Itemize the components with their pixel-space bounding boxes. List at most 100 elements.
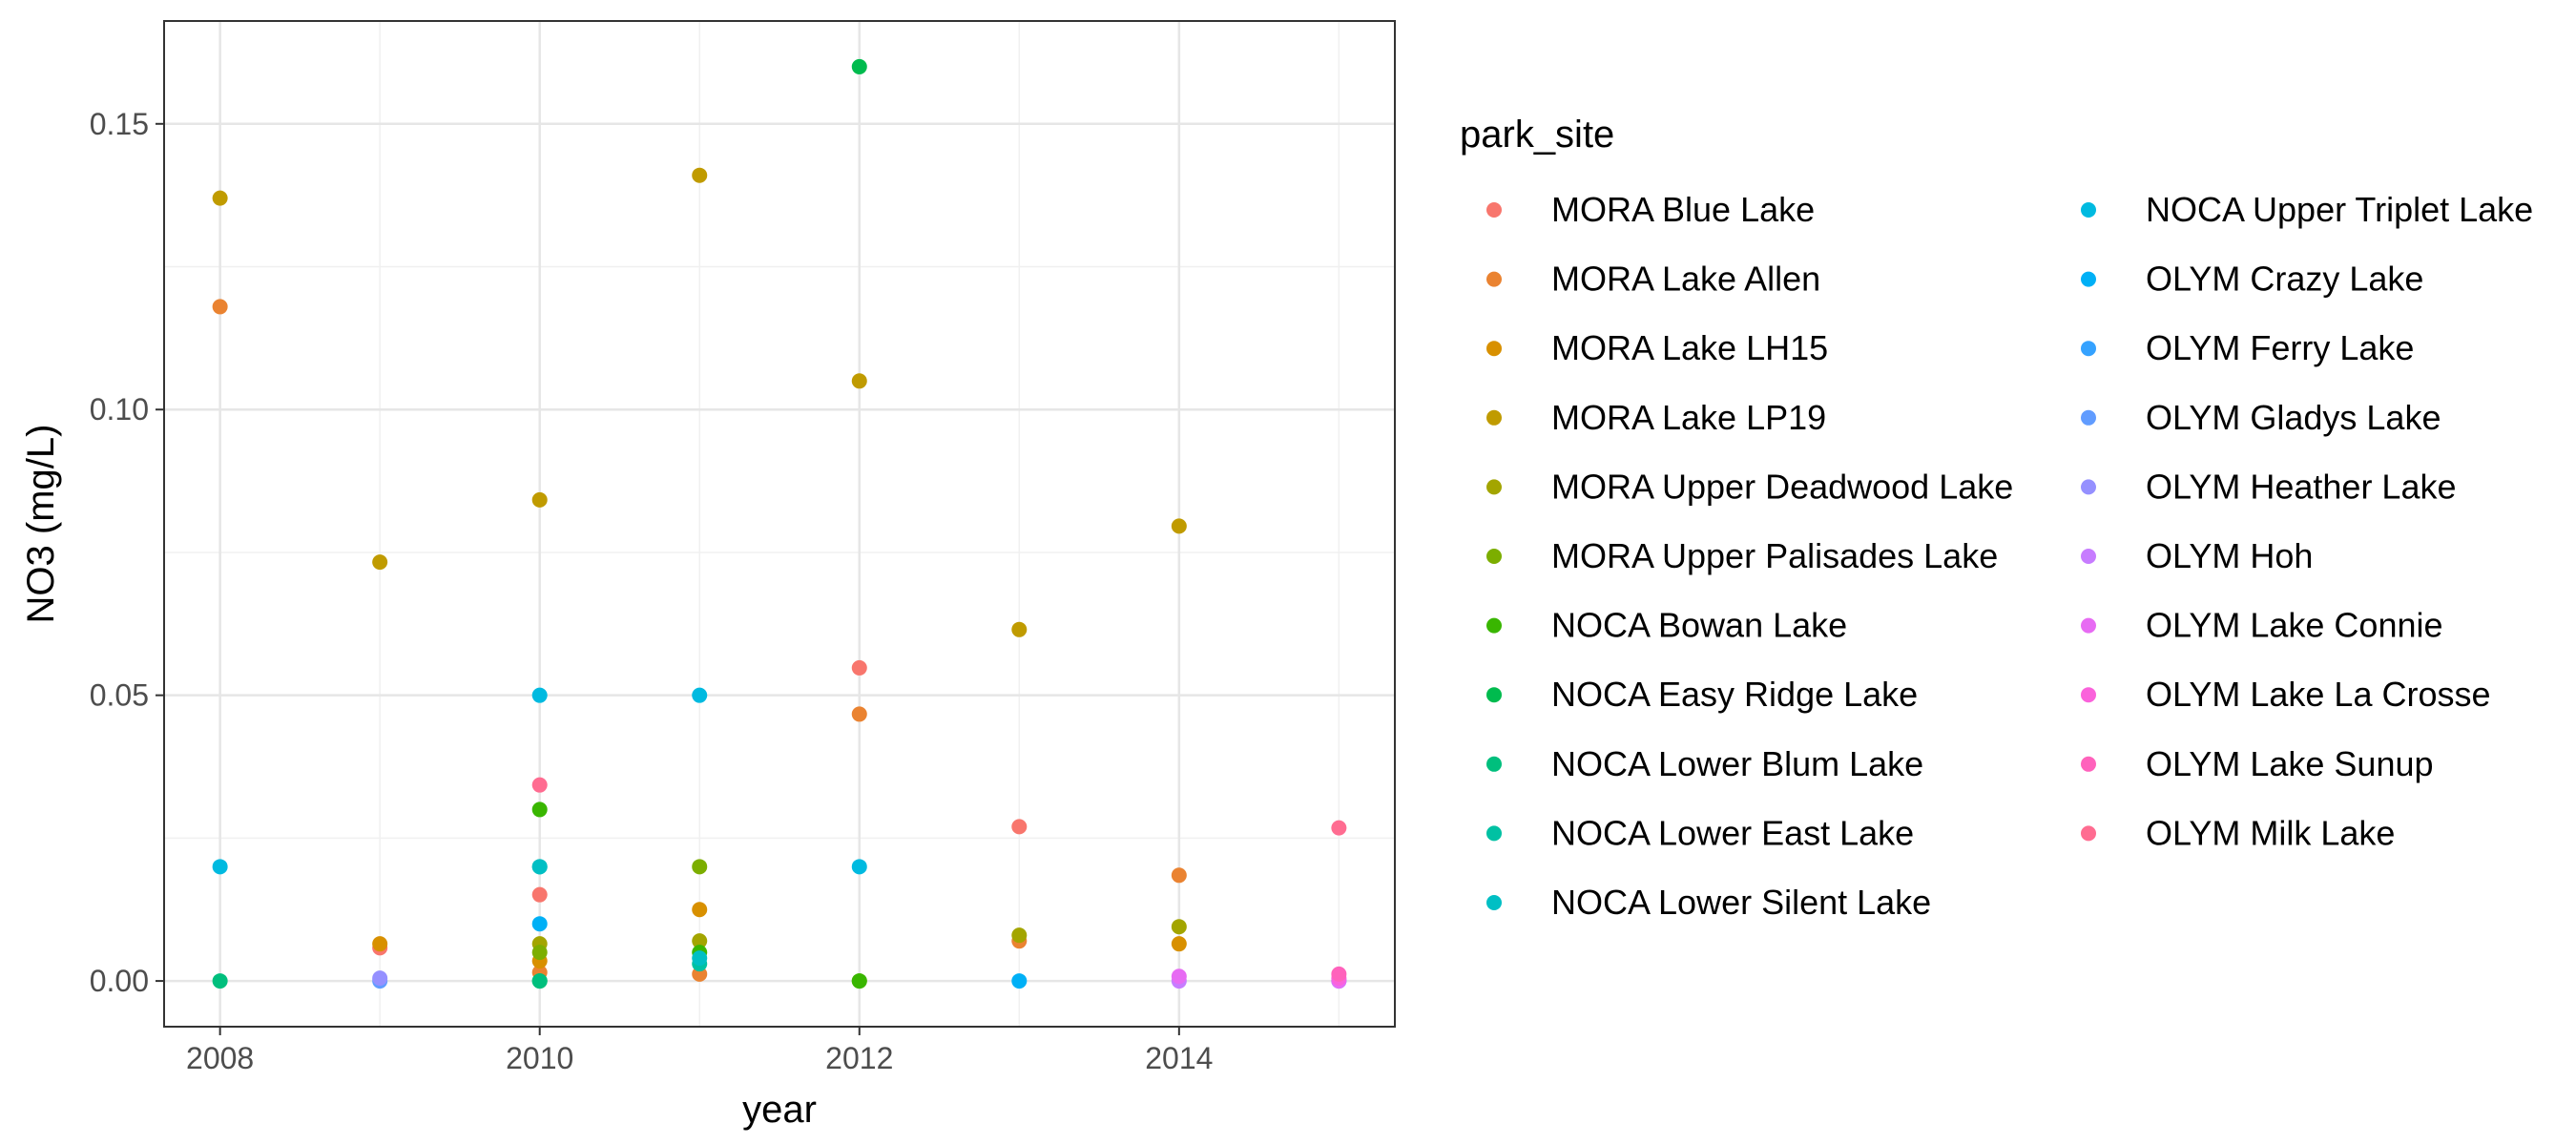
x-tick-label: 2008 — [186, 1041, 254, 1075]
legend-label: OLYM Gladys Lake — [2146, 398, 2441, 437]
legend-label: MORA Upper Deadwood Lake — [1551, 467, 2013, 506]
data-point — [851, 706, 867, 722]
legend: MORA Blue Lake MORA Lake Allen MORA Lake L… — [1460, 181, 2533, 931]
data-point — [692, 950, 708, 967]
data-point — [531, 687, 548, 703]
legend-marker — [1486, 617, 1502, 634]
legend-item: NOCA Lower East Lake — [1460, 804, 1914, 863]
legend-label: OLYM Milk Lake — [2146, 813, 2395, 852]
legend-label: OLYM Lake Connie — [2146, 606, 2443, 645]
data-point — [692, 902, 708, 918]
axis-ticks: 2008 2010 2012 2014 0.00 0.05 0.10 0.15 — [90, 107, 1214, 1075]
legend-marker — [2081, 409, 2096, 426]
data-point — [851, 859, 867, 875]
data-point — [531, 886, 548, 903]
legend-label: OLYM Lake Sunup — [2146, 744, 2434, 783]
legend-item: OLYM Ferry Lake — [2054, 320, 2414, 378]
legend-marker — [1486, 687, 1502, 703]
legend-item: NOCA Upper Triplet Lake — [2054, 181, 2533, 239]
data-points — [212, 58, 1347, 989]
legend-item: NOCA Bowan Lake — [1460, 596, 1847, 655]
legend-item: MORA Upper Deadwood Lake — [1460, 458, 2013, 516]
legend-item: OLYM Lake La Crosse — [2054, 666, 2491, 724]
data-point — [531, 973, 548, 989]
legend-item: OLYM Gladys Lake — [2054, 388, 2441, 447]
legend-title: park_site — [1460, 114, 1614, 156]
data-point — [531, 945, 548, 961]
legend-marker — [2081, 202, 2096, 218]
grid — [164, 21, 1395, 1027]
legend-marker — [2081, 756, 2096, 772]
data-point — [692, 859, 708, 875]
legend-marker — [2081, 687, 2096, 703]
legend-marker — [1486, 271, 1502, 287]
data-point — [212, 973, 228, 989]
legend-marker — [2081, 479, 2096, 495]
legend-marker — [1486, 479, 1502, 495]
legend-marker — [1486, 825, 1502, 842]
legend-item: MORA Upper Palisades Lake — [1460, 528, 1998, 585]
data-point — [851, 659, 867, 676]
data-point — [531, 491, 548, 508]
data-point — [1171, 968, 1187, 985]
data-point — [1171, 936, 1187, 952]
data-point — [1011, 927, 1028, 944]
x-tick-label: 2014 — [1145, 1041, 1213, 1075]
legend-marker — [1486, 341, 1502, 357]
legend-label: MORA Lake LH15 — [1551, 328, 1828, 367]
legend-marker — [2081, 825, 2096, 842]
y-tick-label: 0.10 — [90, 392, 149, 427]
legend-item: NOCA Lower Blum Lake — [1460, 735, 1923, 793]
data-point — [531, 916, 548, 932]
legend-marker — [1486, 895, 1502, 910]
legend-label: OLYM Heather Lake — [2146, 467, 2457, 506]
data-point — [1011, 819, 1028, 835]
legend-item: MORA Lake LH15 — [1460, 320, 1828, 378]
x-tick-label: 2012 — [825, 1041, 893, 1075]
data-point — [212, 859, 228, 875]
legend-label: OLYM Hoh — [2146, 536, 2313, 575]
legend-item: OLYM Heather Lake — [2054, 458, 2457, 516]
legend-marker — [1486, 756, 1502, 772]
data-point — [851, 58, 867, 74]
legend-item: OLYM Lake Sunup — [2054, 735, 2434, 793]
legend-item: OLYM Hoh — [2054, 528, 2313, 585]
legend-marker — [1486, 409, 1502, 426]
legend-item: OLYM Crazy Lake — [2054, 250, 2423, 308]
data-point — [212, 190, 228, 206]
legend-label: NOCA Upper Triplet Lake — [2146, 190, 2533, 229]
legend-label: NOCA Lower Blum Lake — [1551, 744, 1923, 783]
legend-item: MORA Lake LP19 — [1460, 388, 1826, 447]
data-point — [1331, 966, 1347, 982]
legend-label: NOCA Bowan Lake — [1551, 606, 1847, 645]
y-axis-title: NO3 (mg/L) — [20, 425, 62, 624]
data-point — [1171, 518, 1187, 534]
data-point — [531, 859, 548, 875]
data-point — [851, 973, 867, 989]
plot-border — [163, 20, 1396, 1028]
y-tick-label: 0.15 — [90, 107, 149, 141]
legend-label: OLYM Crazy Lake — [2146, 260, 2423, 299]
legend-item: NOCA Easy Ridge Lake — [1460, 666, 1918, 724]
x-tick-label: 2010 — [506, 1041, 573, 1075]
legend-item: MORA Blue Lake — [1460, 181, 1815, 239]
y-tick-label: 0.00 — [90, 964, 149, 998]
plot-panel — [164, 21, 1395, 1027]
legend-item: OLYM Lake Connie — [2054, 596, 2443, 655]
legend-marker — [2081, 271, 2096, 287]
x-axis-title: year — [742, 1089, 817, 1131]
legend-marker — [1486, 202, 1502, 218]
legend-item: MORA Lake Allen — [1460, 250, 1820, 308]
data-point — [851, 373, 867, 389]
legend-label: MORA Lake LP19 — [1551, 398, 1826, 437]
data-point — [212, 299, 228, 315]
legend-marker — [2081, 549, 2096, 564]
data-point — [692, 687, 708, 703]
legend-label: OLYM Lake La Crosse — [2146, 675, 2491, 714]
legend-label: NOCA Lower Silent Lake — [1551, 883, 1931, 922]
data-point — [1011, 973, 1028, 989]
legend-label: MORA Blue Lake — [1551, 190, 1815, 229]
legend-label: NOCA Lower East Lake — [1551, 813, 1914, 852]
legend-item: NOCA Lower Silent Lake — [1460, 874, 1931, 931]
